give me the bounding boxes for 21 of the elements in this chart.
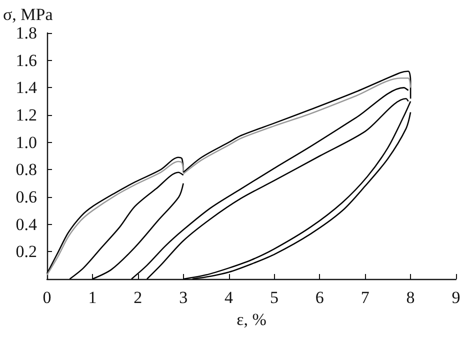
x-tick-label: 7 — [360, 288, 370, 307]
x-tick-label: 5 — [270, 288, 278, 307]
y-tick-label: 1.8 — [16, 24, 37, 42]
x-tick-label: 4 — [224, 288, 234, 307]
x-tick-label: 1 — [88, 288, 97, 307]
x-axis-title: ε, % — [236, 310, 266, 329]
x-tick-label: 0 — [42, 288, 52, 307]
y-tick-label: 1.0 — [16, 132, 37, 152]
y-tick-label: 1.6 — [16, 50, 37, 70]
x-tick-label: 6 — [315, 288, 324, 307]
x-tick-label: 9 — [452, 288, 460, 307]
y-tick-label: 0.6 — [16, 188, 37, 206]
y-tick-label: 0.2 — [16, 242, 37, 262]
y-tick-label: 1.2 — [16, 106, 37, 124]
x-tick-label: 8 — [406, 288, 415, 307]
y-axis-title: σ, MPa — [3, 5, 54, 24]
x-tick-label: 2 — [134, 288, 142, 307]
y-tick-label: 0.8 — [16, 160, 37, 180]
y-tick-label: 1.4 — [16, 78, 38, 98]
x-tick-label: 3 — [179, 288, 188, 307]
y-tick-label: 0.4 — [16, 214, 38, 234]
